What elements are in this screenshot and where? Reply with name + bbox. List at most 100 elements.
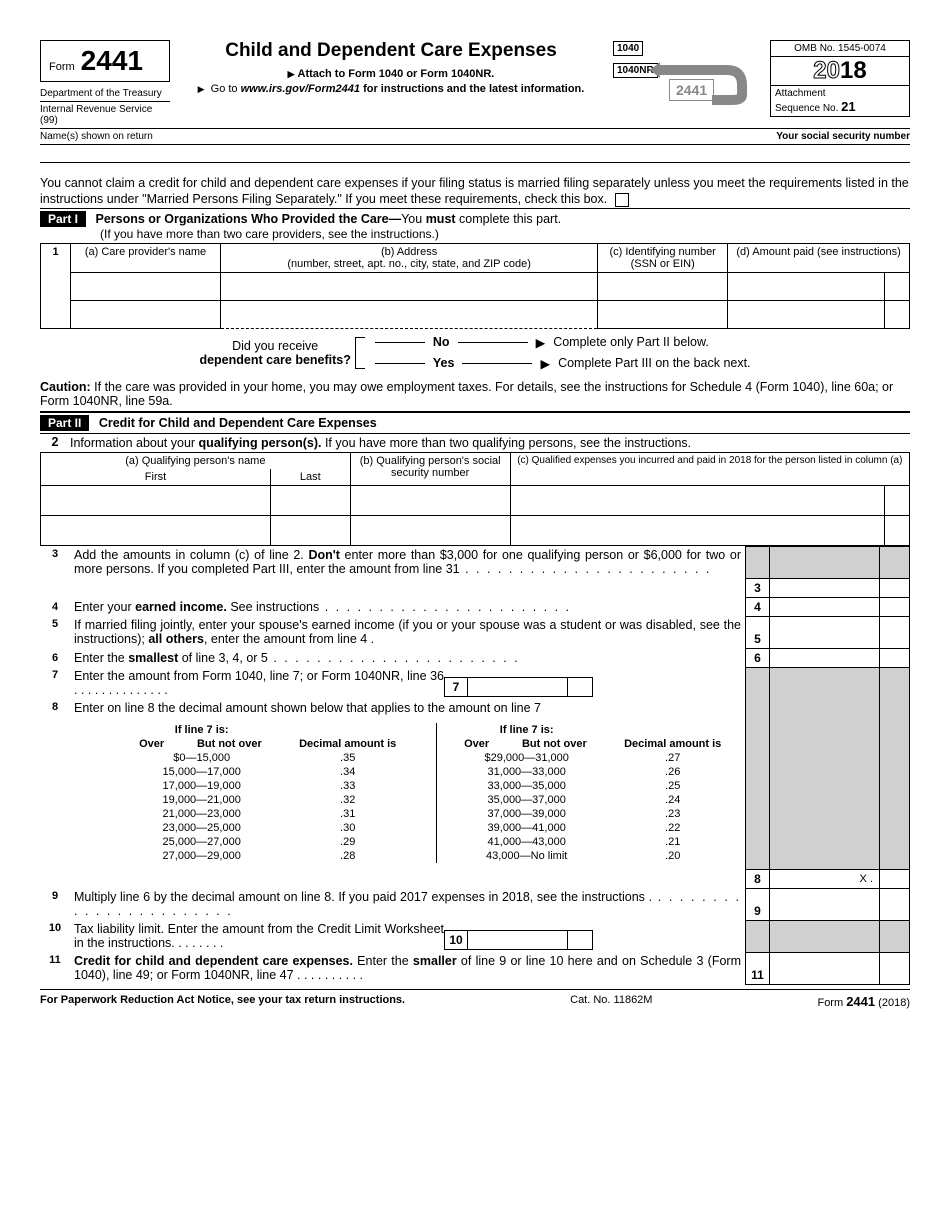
l10-num: 10 (40, 920, 70, 952)
l4-num: 4 (40, 597, 70, 616)
provider1-id[interactable] (598, 272, 728, 300)
header: Form 2441 Department of the Treasury Int… (40, 40, 910, 128)
line2: 2 Information about your qualifying pers… (40, 434, 910, 452)
l8-val: X . (770, 869, 880, 888)
l9-box: 9 (746, 888, 770, 920)
seq-no: 21 (841, 99, 855, 114)
l5-val[interactable] (770, 616, 880, 648)
col-b-header: (b) Address (number, street, apt. no., c… (221, 243, 598, 272)
diagram-1040: 1040 (613, 41, 643, 56)
l9-num: 9 (40, 888, 70, 920)
l4-text: Enter your earned income. See instructio… (70, 597, 746, 616)
qp2-exp[interactable] (510, 515, 884, 545)
routing-diagram: 1040 1040NR 2441 (612, 40, 762, 120)
l11-cents[interactable] (880, 952, 910, 984)
provider1-cents[interactable] (885, 272, 910, 300)
l9-val[interactable] (770, 888, 880, 920)
l11-text: Credit for child and dependent care expe… (70, 952, 746, 984)
qp1-cents[interactable] (885, 485, 910, 515)
goto-line: Go to www.irs.gov/Form2441 for instructi… (178, 83, 604, 95)
l10-cents[interactable] (568, 930, 593, 950)
qp-col-a: (a) Qualifying person's name (41, 452, 351, 469)
mfs-checkbox[interactable] (615, 193, 629, 207)
qp2-ssn[interactable] (350, 515, 510, 545)
l4-box: 4 (746, 597, 770, 616)
l5-cents[interactable] (880, 616, 910, 648)
l7-cents[interactable] (568, 677, 593, 697)
l4-cents[interactable] (880, 597, 910, 616)
part1-header: Part I Persons or Organizations Who Prov… (40, 208, 910, 243)
dept-line2: Internal Revenue Service (99) (40, 102, 170, 128)
attachment-label: Attachment (775, 88, 826, 99)
part1-label: Part I (40, 211, 86, 227)
line2-bold: qualifying person(s). (199, 436, 322, 450)
attachment-seq: Attachment Sequence No. 21 (770, 86, 910, 117)
goto-prefix: Go to (211, 83, 241, 95)
caution-text: Caution: If the care was provided in you… (40, 377, 910, 412)
qp1-first[interactable] (41, 485, 271, 515)
title-block: Child and Dependent Care Expenses Attach… (178, 40, 604, 98)
qp-col-b: (b) Qualifying person's social security … (350, 452, 510, 485)
main-title: Child and Dependent Care Expenses (178, 40, 604, 62)
provider2-amt[interactable] (728, 300, 885, 328)
part2-header: Part II Credit for Child and Dependent C… (40, 412, 910, 434)
provider1-address[interactable] (221, 272, 598, 300)
l6-val[interactable] (770, 648, 880, 667)
col-a-header: (a) Care provider's name (71, 243, 221, 272)
part1-title-end: complete this part. (456, 212, 562, 226)
qp-last-label: Last (271, 469, 351, 486)
row-1-num: 1 (41, 243, 71, 328)
qualifying-persons-table: (a) Qualifying person's name (b) Qualify… (40, 452, 910, 546)
line2-pre: Information about your (70, 436, 199, 450)
seq-label: Sequence No. (775, 103, 841, 114)
l8-cents[interactable] (880, 869, 910, 888)
qp2-cents[interactable] (885, 515, 910, 545)
l6-box: 6 (746, 648, 770, 667)
footer: For Paperwork Reduction Act Notice, see … (40, 989, 910, 1009)
part2-title: Credit for Child and Dependent Care Expe… (99, 416, 377, 430)
decimal-table: If line 7 is: OverBut not overDecimal am… (124, 723, 741, 863)
l6-text: Enter the smallest of line 3, 4, or 5 (70, 648, 746, 667)
l3-val[interactable] (770, 578, 880, 597)
qp1-ssn[interactable] (350, 485, 510, 515)
provider2-address[interactable] (221, 300, 598, 328)
col-b-sub: (number, street, apt. no., city, state, … (287, 258, 531, 270)
provider2-cents[interactable] (885, 300, 910, 328)
form-label: Form (49, 61, 75, 73)
dept-line1: Department of the Treasury (40, 86, 170, 102)
qp2-first[interactable] (41, 515, 271, 545)
diagram-2441: 2441 (669, 79, 714, 101)
qp1-last[interactable] (271, 485, 351, 515)
part2-label: Part II (40, 415, 89, 431)
footer-mid: Cat. No. 11862M (570, 994, 652, 1009)
ssn-label: Your social security number (776, 131, 910, 142)
yes-label: Yes (433, 356, 455, 370)
qp-col-c: (c) Qualified expenses you incurred and … (510, 452, 909, 485)
goto-suffix: for instructions and the latest informat… (360, 83, 584, 95)
l7-val[interactable] (468, 677, 568, 697)
col-d-header: (d) Amount paid (see instructions) (728, 243, 910, 272)
l3-num: 3 (40, 546, 70, 578)
l3-cents[interactable] (880, 578, 910, 597)
footer-right: Form 2441 (2018) (817, 994, 910, 1009)
qp2-last[interactable] (271, 515, 351, 545)
l7-box: 7 (444, 677, 468, 697)
provider1-name[interactable] (71, 272, 221, 300)
col-c-header: (c) Identifying number (SSN or EIN) (598, 243, 728, 272)
provider1-amt[interactable] (728, 272, 885, 300)
l4-val[interactable] (770, 597, 880, 616)
l10-val[interactable] (468, 930, 568, 950)
l11-val[interactable] (770, 952, 880, 984)
arrow-icon: ▶ (536, 335, 546, 350)
qp1-exp[interactable] (510, 485, 884, 515)
l6-cents[interactable] (880, 648, 910, 667)
benefits-question: Did you receive dependent care benefits?… (40, 329, 910, 377)
lines-table: 3 Add the amounts in column (c) of line … (40, 546, 910, 985)
l9-cents[interactable] (880, 888, 910, 920)
goto-url: www.irs.gov/Form2441 (241, 83, 360, 95)
form-2441-page: Form 2441 Department of the Treasury Int… (40, 40, 910, 1009)
provider2-id[interactable] (598, 300, 728, 328)
no-label: No (433, 335, 450, 349)
l3-box: 3 (746, 578, 770, 597)
provider2-name[interactable] (71, 300, 221, 328)
